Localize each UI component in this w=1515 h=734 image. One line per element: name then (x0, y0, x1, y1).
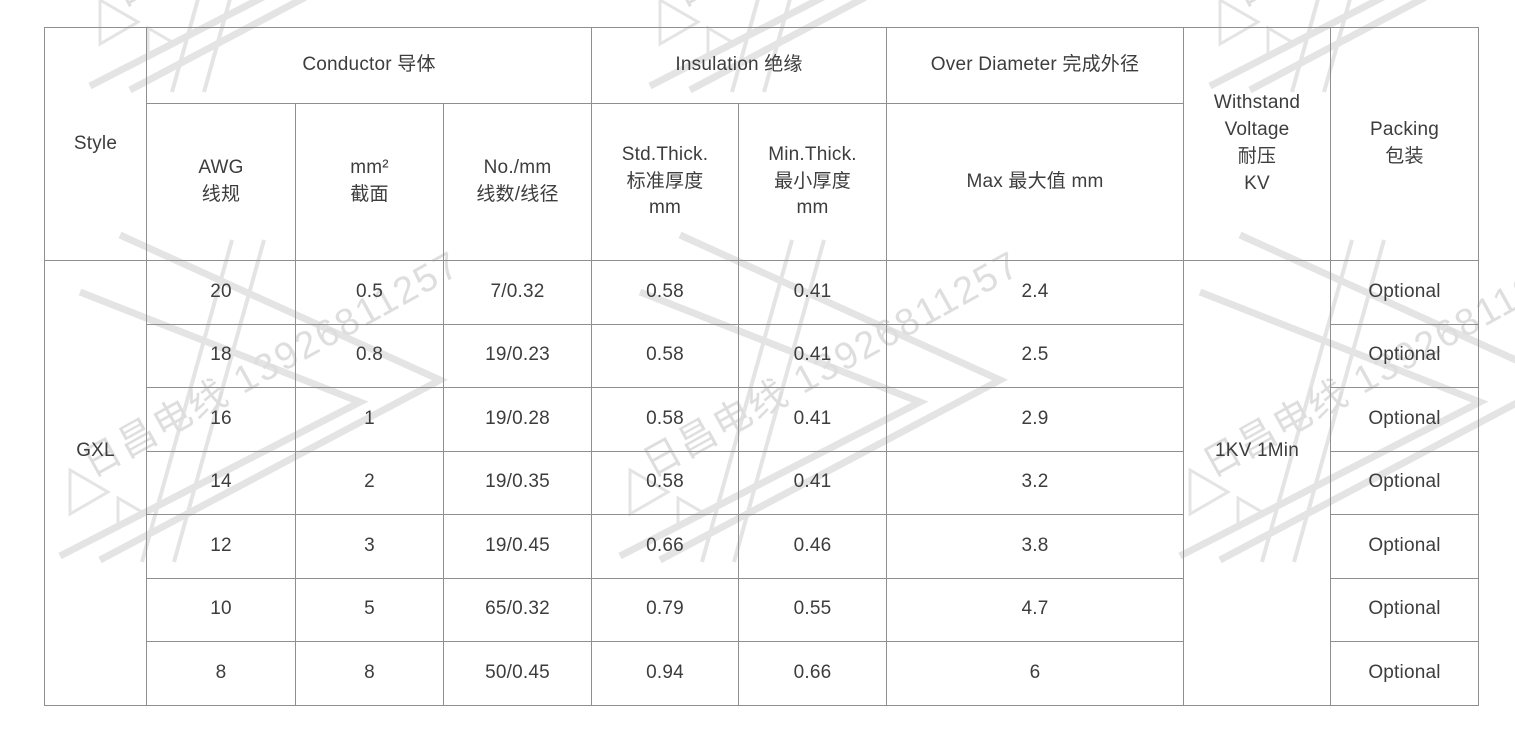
cell-mm2: 3 (295, 514, 444, 579)
cell-mm2: 2 (295, 450, 444, 515)
cell-mm2: 0.5 (295, 260, 444, 325)
cell-min-thick: 0.46 (738, 514, 887, 579)
cell-mm2: 1 (295, 387, 444, 452)
col-group-insulation: Insulation 绝缘 (591, 27, 887, 104)
col-group-conductor: Conductor 导体 (146, 27, 592, 104)
cell-no-mm: 19/0.35 (443, 450, 592, 515)
table-row: 10 5 65/0.32 0.79 0.55 4.7 Optional (45, 577, 1479, 642)
cell-no-mm: 19/0.45 (443, 514, 592, 579)
cell-std-thick: 0.58 (591, 323, 739, 388)
cell-std-thick: 0.58 (591, 450, 739, 515)
cell-packing: Optional (1330, 450, 1479, 515)
cell-packing: Optional (1330, 641, 1479, 706)
col-header-max: Max 最大值 mm (886, 103, 1184, 261)
cell-min-thick: 0.41 (738, 260, 887, 325)
cell-max: 3.2 (886, 450, 1184, 515)
cell-mm2: 8 (295, 641, 444, 706)
table-row: 8 8 50/0.45 0.94 0.66 6 Optional (45, 641, 1479, 706)
cell-awg: 12 (146, 514, 296, 579)
cell-max: 2.4 (886, 260, 1184, 325)
col-header-packing: Packing 包装 (1330, 27, 1479, 261)
cell-awg: 20 (146, 260, 296, 325)
cell-max: 2.5 (886, 323, 1184, 388)
cell-packing: Optional (1330, 514, 1479, 579)
cell-std-thick: 0.58 (591, 260, 739, 325)
spec-table: Style Conductor 导体 Insulation 绝缘 Over Di… (44, 27, 1479, 706)
spec-sheet: Style Conductor 导体 Insulation 绝缘 Over Di… (44, 27, 1479, 706)
cell-min-thick: 0.66 (738, 641, 887, 706)
col-header-withstand-voltage: Withstand Voltage 耐压 KV (1183, 27, 1331, 261)
cell-max: 2.9 (886, 387, 1184, 452)
cell-std-thick: 0.66 (591, 514, 739, 579)
cell-packing: Optional (1330, 323, 1479, 388)
cell-awg: 18 (146, 323, 296, 388)
col-header-no-mm: No./mm 线数/线径 (443, 103, 592, 261)
cell-mm2: 5 (295, 577, 444, 642)
col-header-awg: AWG 线规 (146, 103, 296, 261)
cell-no-mm: 19/0.28 (443, 387, 592, 452)
cell-std-thick: 0.58 (591, 387, 739, 452)
cell-awg: 10 (146, 577, 296, 642)
cell-packing: Optional (1330, 577, 1479, 642)
cell-mm2: 0.8 (295, 323, 444, 388)
col-header-min-thick: Min.Thick. 最小厚度 mm (738, 103, 887, 261)
cell-min-thick: 0.41 (738, 387, 887, 452)
cell-style: GXL (44, 260, 147, 706)
cell-std-thick: 0.79 (591, 577, 739, 642)
cell-min-thick: 0.55 (738, 577, 887, 642)
style-value: GXL (76, 440, 115, 462)
cell-awg: 16 (146, 387, 296, 452)
cell-max: 3.8 (886, 514, 1184, 579)
cell-packing: Optional (1330, 260, 1479, 325)
cell-no-mm: 19/0.23 (443, 323, 592, 388)
cell-no-mm: 65/0.32 (443, 577, 592, 642)
cell-no-mm: 50/0.45 (443, 641, 592, 706)
cell-std-thick: 0.94 (591, 641, 739, 706)
col-header-style: Style (44, 27, 147, 261)
cell-max: 4.7 (886, 577, 1184, 642)
cell-no-mm: 7/0.32 (443, 260, 592, 325)
withstand-value: 1KV 1Min (1215, 440, 1299, 462)
cell-withstand-voltage: 1KV 1Min (1183, 260, 1331, 706)
cell-min-thick: 0.41 (738, 450, 887, 515)
cell-awg: 8 (146, 641, 296, 706)
table-row: GXL 20 0.5 7/0.32 0.58 0.41 2.4 1KV 1Min… (44, 260, 1479, 706)
col-header-mm2: mm² 截面 (295, 103, 444, 261)
cell-awg: 14 (146, 450, 296, 515)
cell-packing: Optional (1330, 387, 1479, 452)
col-header-std-thick: Std.Thick. 标准厚度 mm (591, 103, 739, 261)
col-group-over-diameter: Over Diameter 完成外径 (886, 27, 1184, 104)
cell-max: 6 (886, 641, 1184, 706)
cell-min-thick: 0.41 (738, 323, 887, 388)
